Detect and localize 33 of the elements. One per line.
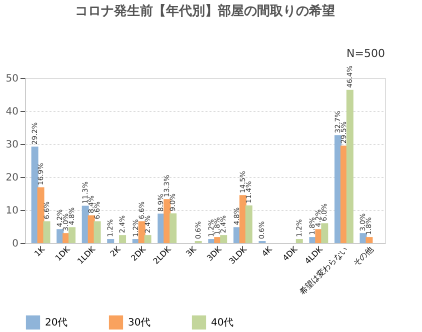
bar (138, 221, 146, 243)
bar (360, 233, 367, 243)
bar (43, 221, 50, 243)
bar (366, 237, 373, 243)
legend-label: 20代 (45, 317, 68, 328)
x-tick-label: 4K (260, 244, 274, 258)
x-tick-label: 1K (32, 244, 47, 258)
chart-title: コロナ発生前【年代別】部屋の間取りの希望 (75, 3, 335, 19)
y-tick-label: 40 (6, 106, 18, 118)
bar (119, 235, 126, 243)
bar (346, 90, 354, 243)
bar (94, 221, 101, 243)
y-tick-label: 0 (12, 238, 18, 250)
bar (170, 213, 177, 243)
bar (107, 239, 114, 243)
bar (37, 187, 44, 243)
x-tick-label: 2K (108, 244, 123, 258)
y-tick-label: 50 (6, 74, 18, 84)
bar (31, 146, 38, 243)
bar (220, 235, 228, 243)
y-tick-label: 20 (6, 172, 18, 184)
x-tick-label: 3K (184, 244, 199, 258)
text: N=500 (346, 47, 385, 60)
bar (245, 205, 252, 243)
legend-label: 30代 (128, 317, 151, 328)
bar (296, 239, 303, 243)
legend-label: 40代 (211, 317, 234, 328)
y-tick-label: 30 (6, 140, 18, 150)
bar (321, 223, 328, 243)
x-tick-label: その他 (352, 244, 375, 268)
bar (68, 227, 76, 243)
y-tick-label: 10 (6, 206, 18, 216)
bar (144, 235, 152, 243)
